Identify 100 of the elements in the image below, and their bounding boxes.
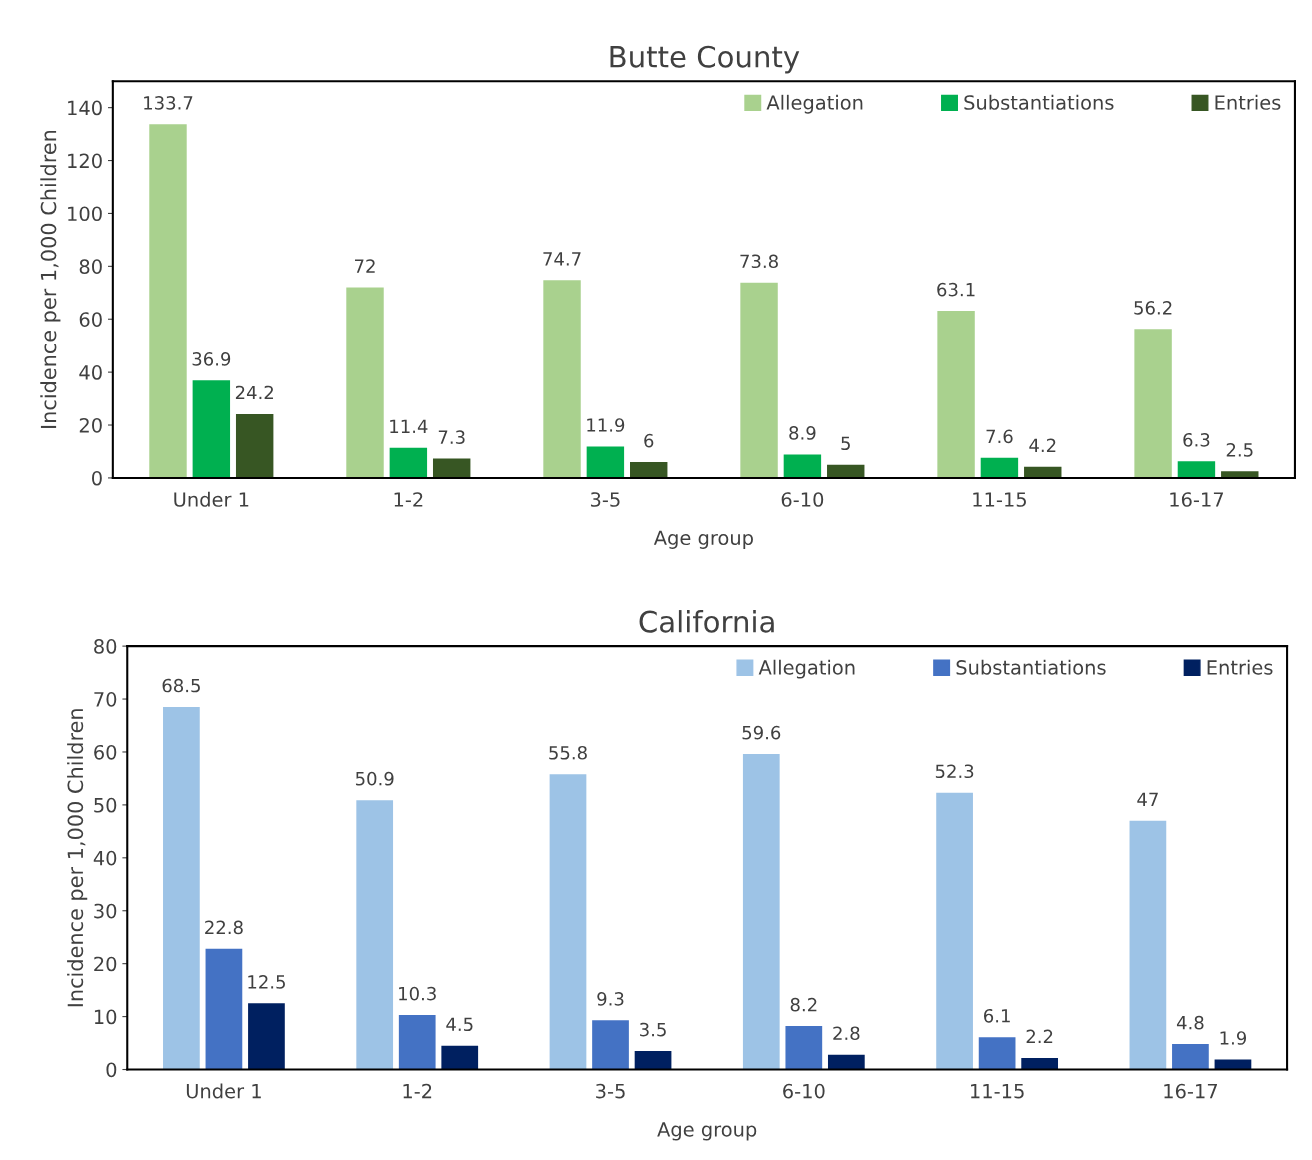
data-label: 47: [1137, 792, 1158, 806]
y-tick-label: 40: [93, 850, 117, 866]
y-tick-label: 80: [94, 639, 117, 654]
y-tick-label: 100: [68, 206, 102, 222]
bar: [549, 774, 587, 1070]
data-label: 11.4: [390, 419, 428, 433]
y-tick-label: 10: [94, 1009, 117, 1025]
bar: [1172, 1044, 1209, 1070]
legend-label: Entries: [1207, 659, 1273, 675]
y-tick-label: 120: [68, 153, 102, 169]
x-tick-label: 11-15: [971, 1084, 1024, 1099]
bar: [1134, 329, 1172, 478]
bar: [1129, 820, 1167, 1070]
x-axis-title: Age group: [657, 1122, 757, 1141]
data-label: 4.2: [1029, 438, 1056, 452]
y-tick-label: 0: [106, 1062, 117, 1078]
x-tick-label: 6-10: [783, 1083, 825, 1099]
bar: [980, 457, 1019, 478]
x-tick-label: Under 1: [174, 491, 249, 507]
x-tick-label: 16-17: [1170, 492, 1224, 507]
y-tick-label: 60: [79, 312, 102, 327]
bar: [205, 948, 243, 1070]
x-tick-label: 6-10: [781, 492, 824, 507]
data-label: 11.9: [587, 418, 625, 432]
data-label: 74.7: [543, 252, 581, 266]
bar: [192, 380, 231, 478]
bar: [356, 800, 394, 1070]
bar: [248, 1003, 285, 1070]
y-axis-title: Incidence per 1,000 Children: [40, 130, 61, 428]
bar: [389, 447, 428, 478]
y-axis-title: Incidence per 1,000 Children: [67, 709, 88, 1007]
chart-title: California: [639, 610, 774, 633]
data-label: 8.2: [790, 997, 817, 1012]
data-label: 2.5: [1226, 443, 1253, 457]
data-label: 52.3: [935, 764, 974, 779]
data-label: 7.3: [438, 430, 465, 444]
y-tick-label: 70: [94, 692, 117, 707]
data-label: 56.2: [1134, 301, 1172, 315]
data-label: 6.3: [1183, 432, 1210, 447]
bar: [1221, 471, 1259, 478]
data-label: 133.7: [144, 96, 193, 110]
y-tick-label: 20: [94, 956, 117, 972]
data-label: 12.5: [248, 975, 285, 989]
bar: [346, 287, 384, 478]
legend-label: Substantiations: [956, 659, 1106, 675]
data-label: 10.3: [399, 986, 436, 1001]
data-label: 3.5: [640, 1022, 666, 1037]
bar: [785, 1026, 823, 1070]
bar: [634, 1051, 672, 1070]
data-label: 8.9: [789, 426, 816, 440]
bar: [978, 1037, 1016, 1070]
data-label: 5: [841, 436, 850, 451]
data-label: 1.9: [1220, 1031, 1247, 1045]
data-label: 50.9: [355, 771, 394, 786]
x-tick-label: 11-15: [973, 492, 1026, 507]
bar: [1177, 461, 1216, 478]
data-label: 4.8: [1176, 1015, 1204, 1030]
bar: [586, 446, 625, 478]
data-label: 59.6: [742, 725, 781, 740]
x-tick-label: 1-2: [394, 492, 423, 507]
bar: [163, 706, 200, 1070]
data-label: 7.6: [986, 429, 1013, 444]
data-label: 9.3: [597, 992, 624, 1006]
chart-title: Butte County: [610, 45, 800, 74]
data-label: 2.8: [833, 1026, 860, 1041]
y-tick-label: 80: [79, 259, 102, 274]
legend-label: Allegation: [758, 659, 855, 679]
x-tick-label: 1-2: [403, 1083, 432, 1099]
data-label: 6: [644, 433, 654, 448]
data-label: 63.1: [937, 282, 975, 297]
bar: [149, 124, 187, 478]
bar: [432, 458, 471, 478]
bar: [235, 413, 274, 478]
bar: [592, 1020, 629, 1070]
x-tick-label: 3-5: [596, 1083, 625, 1099]
data-label: 22.8: [205, 920, 243, 935]
legend-label: Entries: [1215, 94, 1281, 110]
bar: [630, 462, 668, 478]
data-label: 68.5: [162, 678, 200, 693]
y-tick-label: 40: [79, 365, 102, 380]
y-tick-label: 60: [94, 744, 117, 760]
x-axis-title: Age group: [653, 530, 753, 549]
data-label: 2.2: [1026, 1029, 1053, 1044]
bar: [936, 792, 973, 1070]
y-tick-label: 0: [92, 470, 102, 486]
y-tick-label: 30: [94, 903, 117, 919]
bar: [783, 454, 822, 478]
data-label: 72: [355, 259, 375, 273]
bar: [398, 1015, 436, 1070]
x-tick-label: 3-5: [590, 492, 620, 507]
x-tick-label: Under 1: [186, 1083, 261, 1099]
bar: [937, 311, 975, 478]
x-tick-label: 16-17: [1164, 1083, 1218, 1099]
data-label: 73.8: [740, 254, 778, 269]
legend-label: Allegation: [766, 94, 863, 114]
bar: [543, 280, 581, 478]
y-tick-label: 140: [68, 100, 102, 116]
y-tick-label: 20: [79, 417, 102, 433]
bar: [441, 1045, 479, 1070]
bar: [827, 464, 865, 478]
